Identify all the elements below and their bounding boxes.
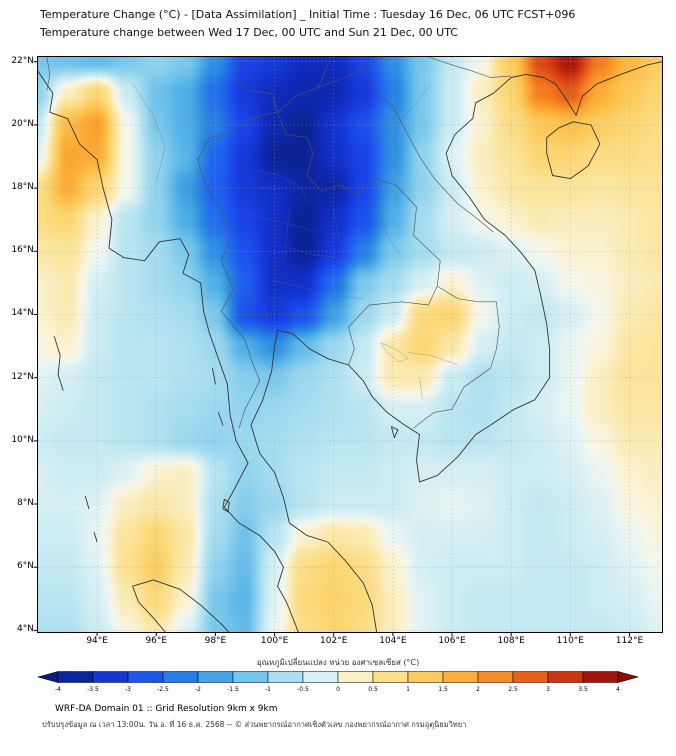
y-axis-label: 12°N: [11, 371, 34, 382]
colorbar-tick-label: 0.5: [368, 686, 378, 693]
colorbar-tick-label: 1: [406, 686, 410, 693]
colorbar-tick-label: -2.5: [157, 686, 169, 693]
colorbar-tick-label: 4: [616, 686, 620, 693]
y-axis-label: 4°N: [17, 624, 34, 635]
colorbar-tick-label: 3.5: [578, 686, 588, 693]
title-line-1: Temperature Change (°C) - [Data Assimila…: [40, 8, 576, 21]
y-axis-label: 20°N: [11, 118, 34, 129]
x-axis-label: 112°E: [615, 636, 644, 646]
colorbar-tick-label: -1: [265, 686, 271, 693]
colorbar: -4 -3.5 -3 -2.5 -2 -1.5 -1 -0.5 0 0.5 1 1.5 2 2.5 3 3.5…: [36, 671, 640, 697]
colorbar-tick-label: 3: [546, 686, 550, 693]
colorbar-tick-label: 0: [336, 686, 340, 693]
colorbar-tick-label: -2: [195, 686, 201, 693]
x-axis-label: 110°E: [556, 636, 584, 646]
colorbar-tick-label: -1.5: [227, 686, 239, 693]
y-axis-label: 14°N: [11, 308, 34, 319]
title-line-2: Temperature change between Wed 17 Dec, 0…: [40, 26, 458, 39]
colorbar-tick-label: -3.5: [87, 686, 99, 693]
x-axis-label: 94°E: [86, 636, 108, 646]
y-axis-label: 8°N: [17, 498, 34, 509]
colorbar-tick-label: 2.5: [508, 686, 518, 693]
x-axis-label: 104°E: [379, 636, 407, 646]
colorbar-tick-label: -0.5: [297, 686, 309, 693]
footer-line-1: WRF-DA Domain 01 :: Grid Resolution 9km …: [55, 704, 278, 714]
y-axis-label: 10°N: [11, 434, 34, 445]
map-panel: [34, 56, 663, 636]
footer-line-2: ปรับปรุงข้อมูล ณ เวลา 13:00น. วัน อ. ที่…: [42, 720, 467, 729]
y-axis-label: 6°N: [17, 561, 34, 572]
temperature-field-canvas: [38, 57, 662, 632]
colorbar-svg: [36, 671, 640, 683]
colorbar-tick-label: -3: [125, 686, 131, 693]
colorbar-label: อุณหภูมิเปลี่ยนแปลง หน่วย องศาเซลเซียส (…: [256, 658, 420, 667]
y-axis-label: 22°N: [11, 55, 34, 66]
colorbar-tick-label: -4: [55, 686, 61, 693]
x-axis-label: 98°E: [204, 636, 227, 646]
y-axis-label: 16°N: [11, 245, 34, 256]
x-axis-label: 102°E: [320, 636, 348, 646]
x-axis-label: 108°E: [497, 636, 525, 646]
y-axis-label: 18°N: [11, 182, 34, 193]
x-axis-label: 106°E: [438, 636, 466, 646]
colorbar-tick-label: 2: [476, 686, 480, 693]
x-axis-label: 100°E: [260, 636, 289, 646]
colorbar-tick-label: 1.5: [438, 686, 448, 693]
x-axis-label: 96°E: [145, 636, 168, 646]
